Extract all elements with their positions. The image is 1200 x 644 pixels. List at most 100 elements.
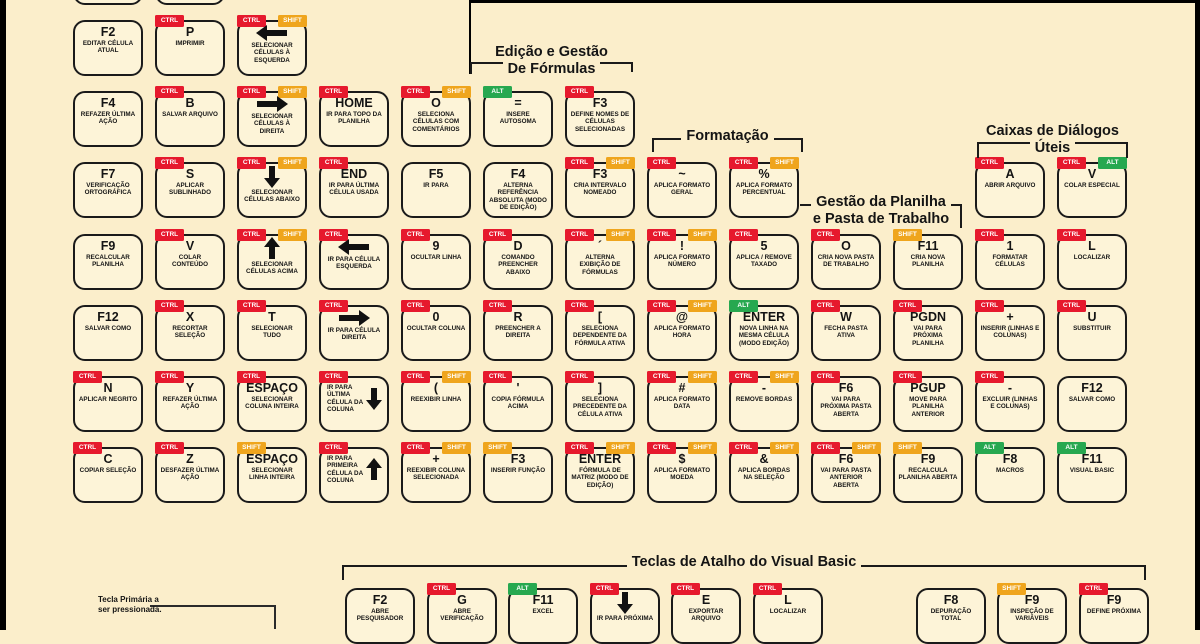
key-description: SELECIONAR CÉLULAS ACIMA — [246, 261, 298, 276]
shift-badge: SHIFT — [606, 157, 635, 169]
shortcut-key: F12 SALVAR COMO — [1057, 376, 1127, 432]
key-label: O — [841, 239, 851, 253]
alt-badge: ALT — [729, 300, 758, 312]
key-label: - — [1007, 381, 1013, 395]
shortcut-key: CTRL ESPAÇO SELECIONAR COLUNA INTEIRA — [237, 371, 307, 432]
shortcut-key: CTRL D COMANDO PREENCHER ABAIXO — [483, 229, 553, 290]
shortcut-key: CTRL F3 DEFINE NOMES DE CÉLULAS SELECIONAD… — [565, 86, 635, 147]
section-header-formatacao: Formatação — [652, 128, 803, 146]
key-label: ´ — [597, 239, 603, 253]
key-description: IR PARA TOPO DA PLANILHA — [326, 111, 382, 126]
shortcut-key: CTRL V COLAR CONTEÚDO — [155, 229, 225, 290]
shortcut-key: CTRL SHIFT @ APLICA FORMATO HORA — [647, 300, 717, 361]
shortcut-key: CTRL HOME IR PARA TOPO DA PLANILHA — [319, 86, 389, 147]
key-label: F12 — [97, 310, 119, 324]
shortcut-key: CTRL SHIFT% APLICA FORMATO PERCENTUAL — [729, 157, 799, 218]
key-label: HOME — [335, 96, 373, 110]
section-header-line: Teclas de Atalho do Visual Basic — [626, 554, 862, 572]
shortcut-key: F4 REFAZER ÚLTIMA AÇÃO — [73, 91, 143, 147]
key-description: VAI PARA PRÓXIMA PASTA ABERTA — [820, 396, 872, 418]
key-label: ( — [433, 381, 439, 395]
shortcut-key: CTRL SHIFT SELECIONAR CÉLULAS ACIMA — [237, 229, 307, 290]
key-label: G — [457, 593, 467, 607]
shortcut-key: CTRL R PREENCHER A DIREITA — [483, 300, 553, 361]
key-description: IR PARA ÚLTIMA CÉLULA DA COLUNA — [327, 384, 363, 413]
key-label: P — [185, 25, 195, 39]
key-description: VERIFICAÇÃO ORTOGRÁFICA — [84, 182, 132, 197]
key-description: ABRIR ARQUIVO — [984, 182, 1036, 189]
key-description: VISUAL BASIC — [1069, 467, 1115, 474]
section-header-line: Úteis — [1029, 140, 1076, 157]
shortcut-key: F12 SALVAR COMO — [73, 305, 143, 361]
key-description: REEXIBIR LINHA — [410, 396, 462, 403]
ctrl-badge: CTRL — [155, 15, 184, 27]
legend-line-2: ser pressionada. — [98, 605, 162, 614]
shift-badge: SHIFT — [606, 442, 635, 454]
arrow-right-icon — [256, 96, 288, 112]
key-label: F3 — [592, 167, 608, 181]
key-description: CRIA INTERVALO NOMEADO — [573, 182, 627, 197]
key-description: SALVAR COMO — [84, 325, 132, 332]
shortcut-key: CTRL P IMPRIMIR — [155, 15, 225, 76]
key-label: F6 — [838, 452, 854, 466]
shortcut-key: SHIFT F11 CRIA NOVA PLANILHA — [893, 229, 963, 290]
key-description: DEPURAÇÃO TOTAL — [930, 608, 972, 623]
section-header-vb: Teclas de Atalho do Visual Basic — [342, 554, 1146, 572]
ctrl-badge: CTRL — [671, 583, 700, 595]
key-label: END — [340, 167, 368, 181]
key-description: MOVE PARA PLANILHA ANTERIOR — [909, 396, 947, 418]
ctrl-badge: CTRL — [811, 371, 840, 383]
key-label: F9 — [920, 452, 936, 466]
key-label: F8 — [1002, 452, 1018, 466]
key-label: + — [432, 452, 440, 466]
shift-badge: SHIFT — [688, 229, 717, 241]
key-label: F3 — [592, 96, 608, 110]
shortcut-key: CTRL SHIFT F6 VAI PARA PASTA ANTERIOR ABERT… — [811, 442, 881, 503]
shortcut-key: F9 RECALCULAR PLANILHA — [73, 234, 143, 290]
key-description: SELECIONAR CÉLULAS À ESQUERDA — [251, 42, 293, 64]
key-label: F4 — [510, 167, 526, 181]
section-header-line: Edição e Gestão — [490, 44, 613, 62]
ctrl-badge: CTRL — [237, 300, 266, 312]
key-description: COLAR CONTEÚDO — [171, 254, 209, 269]
shift-badge: SHIFT — [770, 371, 799, 383]
shift-badge: SHIFT — [442, 371, 471, 383]
shortcut-key: CTRL SHIFT - REMOVE BORDAS — [729, 371, 799, 432]
shortcut-key: CTRL A ABRIR ARQUIVO — [975, 157, 1045, 218]
key-label: N — [103, 381, 113, 395]
shortcut-key: F5 IR PARA — [401, 162, 471, 218]
shift-badge: SHIFT — [688, 300, 717, 312]
ctrl-badge: CTRL — [155, 442, 184, 454]
ctrl-badge: CTRL — [647, 300, 676, 312]
key-label: 0 — [432, 310, 440, 324]
ctrl-badge: CTRL — [975, 229, 1004, 241]
shortcut-key: CTRL 0 OCULTAR COLUNA — [401, 300, 471, 361]
shift-badge: SHIFT — [606, 229, 635, 241]
shortcut-key: CTRL C COPIAR SELEÇÃO — [73, 442, 143, 503]
key-description: COPIAR SELEÇÃO — [79, 467, 137, 474]
key-label: E — [701, 593, 711, 607]
key-description: CRIA NOVA PASTA DE TRABALHO — [817, 254, 875, 269]
key-label: F9 — [1106, 593, 1122, 607]
section-bracket-tick — [652, 138, 654, 152]
key-label: F11 — [532, 593, 554, 607]
alt-badge: ALT — [1057, 442, 1086, 454]
shortcut-key: CTRL X RECORTAR SELEÇÃO — [155, 300, 225, 361]
key-description: CRIA NOVA PLANILHA — [910, 254, 946, 269]
key-description: SELECIONAR COLUNA INTEIRA — [245, 396, 299, 411]
ctrl-badge: CTRL — [401, 229, 430, 241]
shortcut-key: F2 ABRE PESQUISADOR — [345, 588, 415, 644]
key-description: VAI PARA PRÓXIMA PLANILHA — [912, 325, 944, 347]
ctrl-badge: CTRL — [401, 300, 430, 312]
ctrl-badge: CTRL — [647, 442, 676, 454]
ctrl-badge: CTRL — [729, 157, 758, 169]
key-description: IR PARA PRIMEIRA CÉLULA DA COLUNA — [327, 455, 363, 484]
key-label: R — [513, 310, 523, 324]
key-description: EXCLUIR (LINHAS E COLUNAS) — [982, 396, 1038, 411]
arrow-up-icon — [366, 458, 382, 481]
shift-badge: SHIFT — [770, 442, 799, 454]
shortcut-key: CTRL SHIFT F3 CRIA INTERVALO NOMEADO — [565, 157, 635, 218]
shortcut-key: CTRL IR PARA PRIMEIRA CÉLULA DA COLUNA — [319, 442, 389, 503]
ctrl-badge: CTRL — [647, 371, 676, 383]
key-description: DEFINE PRÓXIMA — [1086, 608, 1142, 615]
